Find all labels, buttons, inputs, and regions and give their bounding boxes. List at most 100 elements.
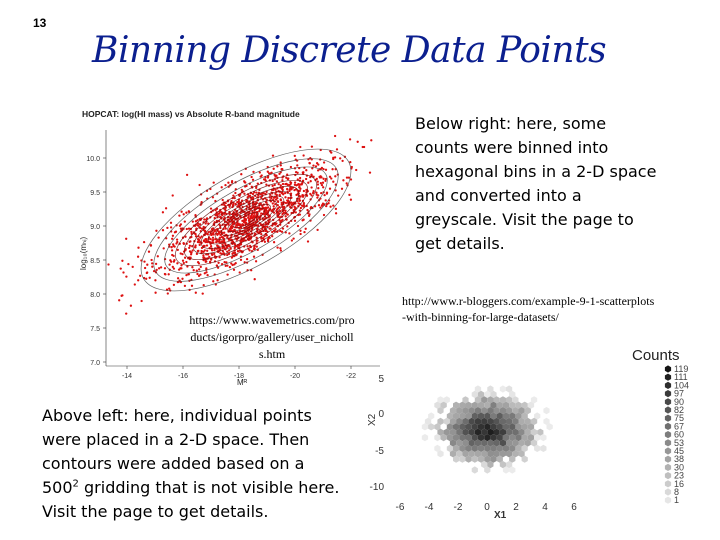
data-point [201, 292, 204, 295]
data-point [303, 230, 306, 234]
data-point [230, 226, 234, 230]
data-point [309, 192, 312, 196]
data-point [209, 207, 213, 210]
data-point [305, 169, 308, 172]
hex-bin [493, 450, 500, 458]
data-point [218, 247, 221, 250]
data-point [137, 246, 140, 249]
data-point [252, 248, 256, 251]
data-point [217, 212, 221, 215]
data-point [234, 191, 237, 195]
data-point [287, 196, 290, 200]
data-point [195, 269, 198, 272]
data-point [191, 249, 194, 252]
hex-bin [474, 396, 482, 404]
legend-label: 30 [674, 462, 684, 472]
hex-bin [521, 401, 528, 409]
data-point [325, 203, 329, 206]
data-point [175, 242, 178, 245]
data-point [230, 256, 234, 259]
data-point [206, 253, 210, 256]
legend-swatch [664, 480, 672, 488]
data-point [310, 186, 313, 189]
data-point [248, 194, 252, 197]
right-description-line: Below right: here, some [415, 114, 607, 133]
hex-bin [524, 439, 531, 447]
hex-bin [446, 423, 453, 431]
data-point [274, 188, 277, 191]
data-point [262, 192, 265, 195]
hex-bin [453, 412, 460, 420]
data-point [248, 244, 252, 248]
data-point [322, 186, 325, 189]
data-point [151, 262, 154, 265]
data-point [155, 229, 158, 232]
data-point [175, 224, 178, 227]
data-point [203, 249, 206, 252]
right-source-url[interactable]: http://www.r-bloggers.com/example-9-1-sc… [402, 293, 707, 325]
data-point [199, 273, 202, 276]
data-point [206, 249, 209, 252]
gridding-text: gridding that is not visible here. [78, 478, 340, 497]
hex-bin [462, 439, 469, 447]
data-point [299, 145, 302, 149]
data-point [223, 247, 226, 250]
hex-bin [481, 450, 488, 458]
data-point [256, 239, 259, 242]
data-point [290, 219, 293, 223]
data-point [335, 148, 339, 151]
hex-bin [474, 450, 482, 458]
data-point [169, 226, 173, 229]
hex-bin [506, 396, 513, 404]
data-point [216, 279, 219, 282]
data-point [202, 225, 205, 229]
hex-bin [534, 444, 541, 452]
data-point [299, 229, 302, 232]
hex-bin [459, 434, 466, 442]
data-point [169, 221, 173, 224]
legend-label: 38 [674, 454, 684, 464]
hex-bin [493, 439, 500, 447]
legend-label: 119 [674, 364, 688, 374]
data-point [281, 227, 285, 230]
left-source-url[interactable]: https://www.wavemetrics.com/pro ducts/ig… [170, 312, 374, 363]
data-point [150, 258, 153, 262]
y-tick-label: 8.5 [90, 258, 100, 265]
data-point [251, 192, 255, 196]
legend-swatch [664, 472, 672, 480]
hex-bin [434, 434, 441, 442]
hex-bin [502, 434, 510, 442]
data-point [280, 230, 284, 233]
data-point [218, 256, 221, 259]
data-point [240, 188, 243, 192]
hex-bin [474, 428, 482, 436]
hex-bin [471, 434, 478, 442]
hex-bin [490, 390, 497, 398]
data-point [345, 182, 348, 185]
hex-bin [490, 412, 497, 420]
data-point [245, 184, 248, 188]
data-point [281, 192, 284, 195]
legend-label: 45 [674, 446, 684, 456]
contour-line [207, 195, 285, 245]
data-point [260, 233, 263, 236]
hex-bin [468, 439, 475, 447]
data-point [125, 237, 128, 240]
data-point [277, 182, 280, 186]
data-point [164, 273, 167, 276]
hex-bin [490, 444, 497, 452]
hex-bin [543, 417, 550, 425]
hex-bin [465, 423, 472, 431]
data-point [233, 243, 237, 246]
data-point [250, 175, 253, 179]
hex-bin [471, 423, 478, 431]
hex-bin [462, 417, 469, 425]
hex-bin [465, 401, 472, 409]
data-point [293, 219, 297, 222]
data-point [258, 171, 261, 174]
hex-bin [449, 428, 457, 436]
hex-bin [456, 407, 463, 415]
data-point [269, 193, 272, 197]
data-point [270, 197, 273, 200]
data-point [181, 277, 184, 280]
